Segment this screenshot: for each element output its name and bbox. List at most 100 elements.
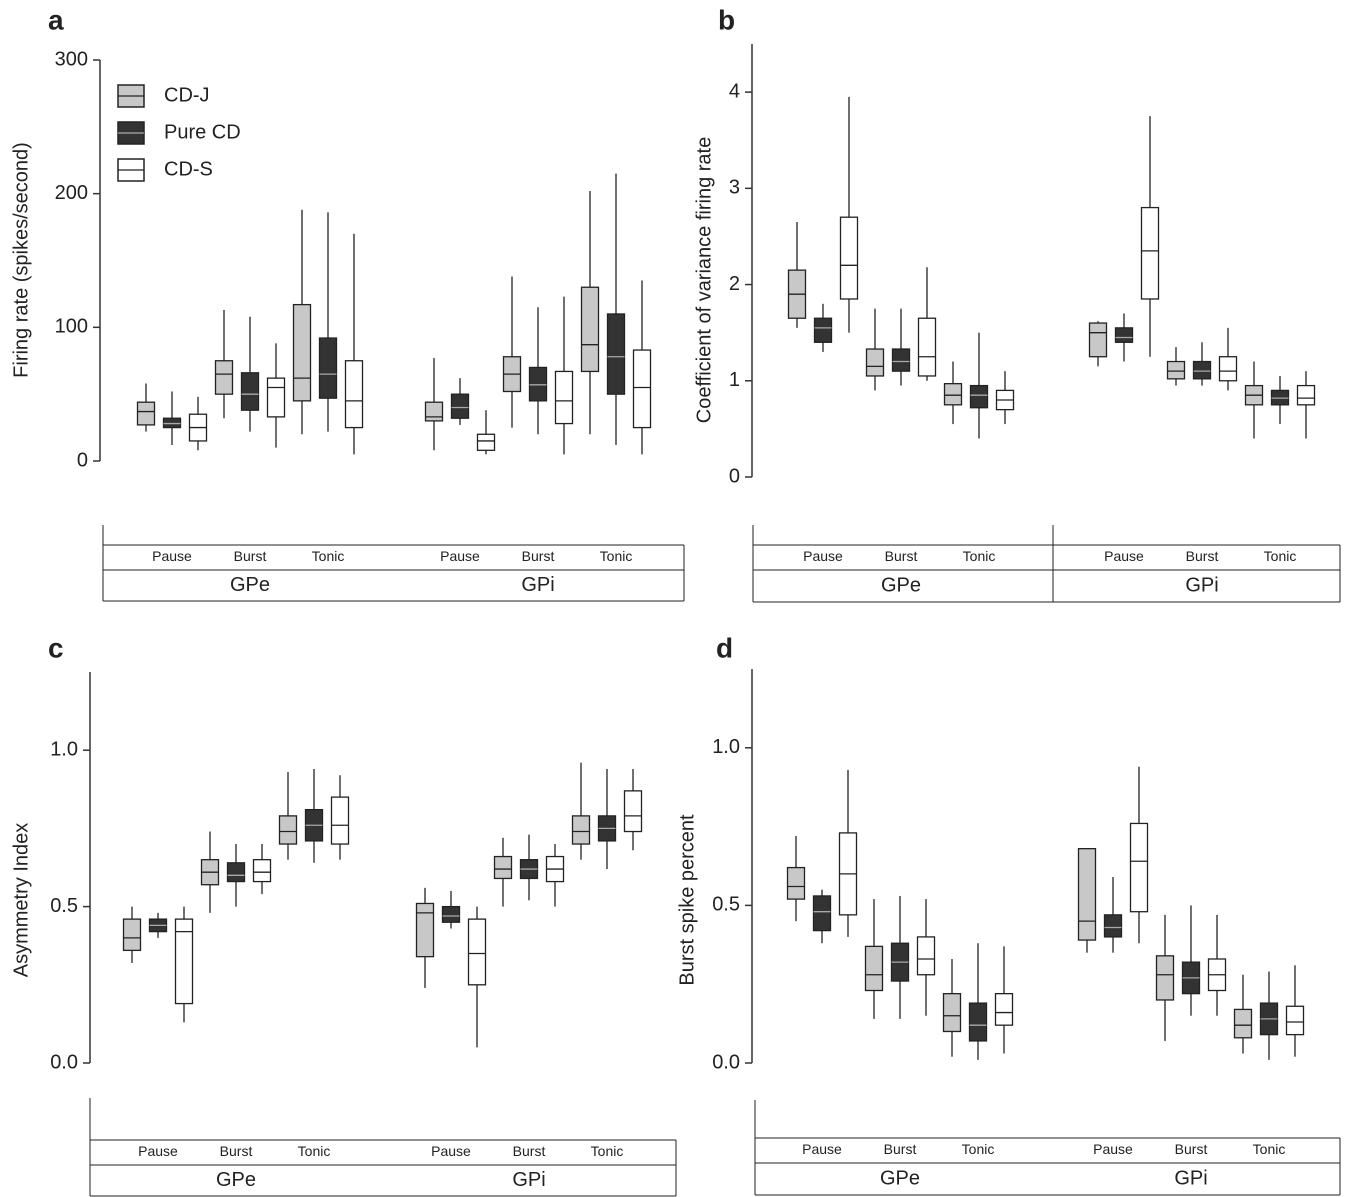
box-body [476, 433, 496, 451]
box-body [1103, 914, 1123, 938]
condition-label: Tonic [312, 548, 345, 564]
box-body [1166, 360, 1186, 380]
condition-label: Pause [802, 1141, 842, 1157]
y-tick-label: 0.5 [50, 895, 78, 917]
box-body [1077, 848, 1097, 941]
box-body [812, 895, 832, 932]
box-body [278, 815, 298, 845]
box-body [528, 366, 548, 402]
group-label: GPi [1185, 574, 1218, 596]
y-tick-label: 200 [55, 182, 88, 204]
box-body [865, 348, 885, 377]
box-body [122, 918, 142, 952]
condition-label: Tonic [962, 1141, 995, 1157]
condition-label: Tonic [1264, 548, 1297, 564]
box-body [415, 902, 435, 958]
box-body [292, 303, 312, 402]
condition-label: Pause [1104, 548, 1144, 564]
condition-label: Burst [513, 1143, 546, 1159]
box-body [1296, 384, 1316, 406]
y-tick-label: 300 [55, 48, 88, 70]
group-label: GPe [216, 1169, 256, 1191]
box-body [266, 377, 286, 418]
box-body [1192, 360, 1212, 380]
condition-label: Tonic [591, 1143, 624, 1159]
y-tick-label: 100 [55, 316, 88, 338]
condition-label: Pause [431, 1143, 471, 1159]
box-body [839, 216, 859, 300]
group-label: GPe [880, 1167, 920, 1189]
box-body [174, 918, 194, 1005]
y-tick-label: 3 [729, 177, 740, 199]
box-body [226, 862, 246, 883]
condition-label: Tonic [600, 548, 633, 564]
box-body [969, 384, 989, 409]
y-axis-label: Burst spike percent [676, 814, 698, 986]
box-body [136, 401, 156, 426]
box-body [493, 855, 513, 880]
group-label: GPe [881, 574, 921, 596]
box-body [214, 360, 234, 395]
box-body [162, 417, 182, 429]
condition-label: Pause [803, 548, 843, 564]
box-body [632, 349, 652, 429]
panel-letter: a [48, 4, 64, 35]
condition-label: Burst [1186, 548, 1219, 564]
y-axis-label: Coefficient of variance firing rate [693, 137, 715, 423]
y-tick-label: 0 [77, 449, 88, 471]
condition-label: Burst [522, 548, 555, 564]
box-body [813, 317, 833, 343]
condition-label: Burst [234, 548, 267, 564]
legend-label: CD-J [164, 84, 210, 106]
box-body [571, 815, 591, 845]
y-tick-label: 4 [729, 80, 740, 102]
box-body [623, 790, 643, 833]
y-tick-label: 2 [729, 273, 740, 295]
box-body [1129, 822, 1149, 913]
y-tick-label: 1.0 [712, 736, 740, 758]
y-axis-label: Asymmetry Index [10, 823, 32, 977]
condition-label: Pause [1093, 1141, 1133, 1157]
box-body [240, 372, 260, 411]
panel-letter: b [718, 4, 735, 35]
condition-label: Burst [884, 1141, 917, 1157]
box-body [917, 317, 937, 377]
box-body [252, 859, 272, 883]
box-body [318, 337, 338, 399]
y-tick-label: 0.5 [712, 894, 740, 916]
group-label: GPi [512, 1169, 545, 1191]
y-tick-label: 1 [729, 369, 740, 391]
box-body [1233, 1008, 1253, 1039]
box-body [344, 360, 364, 429]
y-tick-label: 0.0 [50, 1051, 78, 1073]
y-axis-label: Firing rate (spikes/second) [10, 142, 32, 378]
panel-letter: d [716, 632, 733, 663]
box-body [994, 993, 1014, 1026]
box-body [554, 370, 574, 425]
box-body [606, 313, 626, 395]
box-body [942, 993, 962, 1033]
y-tick-label: 0 [729, 465, 740, 487]
box-body [1218, 356, 1238, 382]
group-label: GPi [521, 574, 554, 596]
group-label: GPi [1174, 1167, 1207, 1189]
box-body [424, 401, 444, 422]
box-body [864, 945, 884, 992]
box-body [1140, 206, 1160, 300]
box-body [1088, 322, 1108, 358]
legend-label: Pure CD [164, 121, 241, 143]
box-body [891, 348, 911, 372]
box-body [916, 936, 936, 976]
condition-label: Pause [440, 548, 480, 564]
box-body [450, 393, 470, 419]
y-tick-label: 1.0 [50, 738, 78, 760]
box-body [330, 796, 350, 845]
condition-label: Tonic [1253, 1141, 1286, 1157]
box-body [1285, 1005, 1305, 1036]
condition-label: Burst [220, 1143, 253, 1159]
group-label: GPe [230, 574, 270, 596]
legend-label: CD-S [164, 158, 213, 180]
box-body [441, 905, 461, 923]
condition-label: Burst [885, 548, 918, 564]
condition-label: Tonic [298, 1143, 331, 1159]
